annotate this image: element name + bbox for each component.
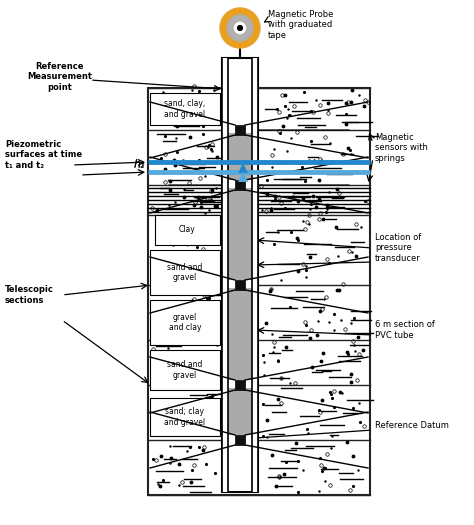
Circle shape (235, 23, 246, 34)
Text: sand, clay,
and gravel: sand, clay, and gravel (164, 99, 206, 119)
Text: Reference Datum: Reference Datum (375, 421, 449, 429)
Bar (150, 350, 220, 390)
Text: Location of
pressure
transducer: Location of pressure transducer (375, 233, 421, 263)
Bar (235, 280, 245, 290)
Text: Telescopic
sections: Telescopic sections (5, 285, 54, 304)
Bar (150, 250, 220, 295)
Bar (228, 388, 252, 435)
Bar (150, 300, 220, 345)
Text: Reference
Measurement
point: Reference Measurement point (27, 62, 92, 92)
Text: Magnetic
sensors with
springs: Magnetic sensors with springs (375, 133, 428, 163)
Text: sand; clay
and gravel: sand; clay and gravel (164, 407, 206, 427)
Polygon shape (238, 163, 248, 173)
Bar (150, 93, 220, 125)
Text: Clay: Clay (179, 226, 196, 235)
Bar (228, 288, 252, 380)
Text: h₂: h₂ (134, 160, 146, 170)
Bar (228, 133, 252, 180)
Bar (235, 180, 245, 190)
Bar (222, 58, 228, 492)
Bar (155, 215, 220, 245)
Polygon shape (238, 172, 248, 182)
Text: sand and
gravel: sand and gravel (167, 263, 203, 282)
Bar (252, 58, 258, 492)
Text: 6 m section of
PVC tube: 6 m section of PVC tube (375, 320, 435, 340)
Text: sand and
gravel: sand and gravel (167, 360, 203, 380)
Bar (235, 125, 245, 135)
Bar (150, 398, 220, 436)
Circle shape (227, 15, 253, 41)
Bar (222, 58, 258, 492)
Bar (228, 188, 252, 280)
Bar (148, 88, 370, 495)
Bar (235, 380, 245, 390)
Text: Piezometric
surfaces at time
t₁ and t₂: Piezometric surfaces at time t₁ and t₂ (5, 140, 82, 170)
Text: Magnetic Probe
with graduated
tape: Magnetic Probe with graduated tape (268, 10, 333, 40)
Circle shape (220, 8, 260, 48)
Bar (235, 435, 245, 445)
Text: h₁: h₁ (134, 159, 146, 169)
Circle shape (237, 26, 242, 30)
Text: gravel
and clay: gravel and clay (169, 313, 201, 332)
